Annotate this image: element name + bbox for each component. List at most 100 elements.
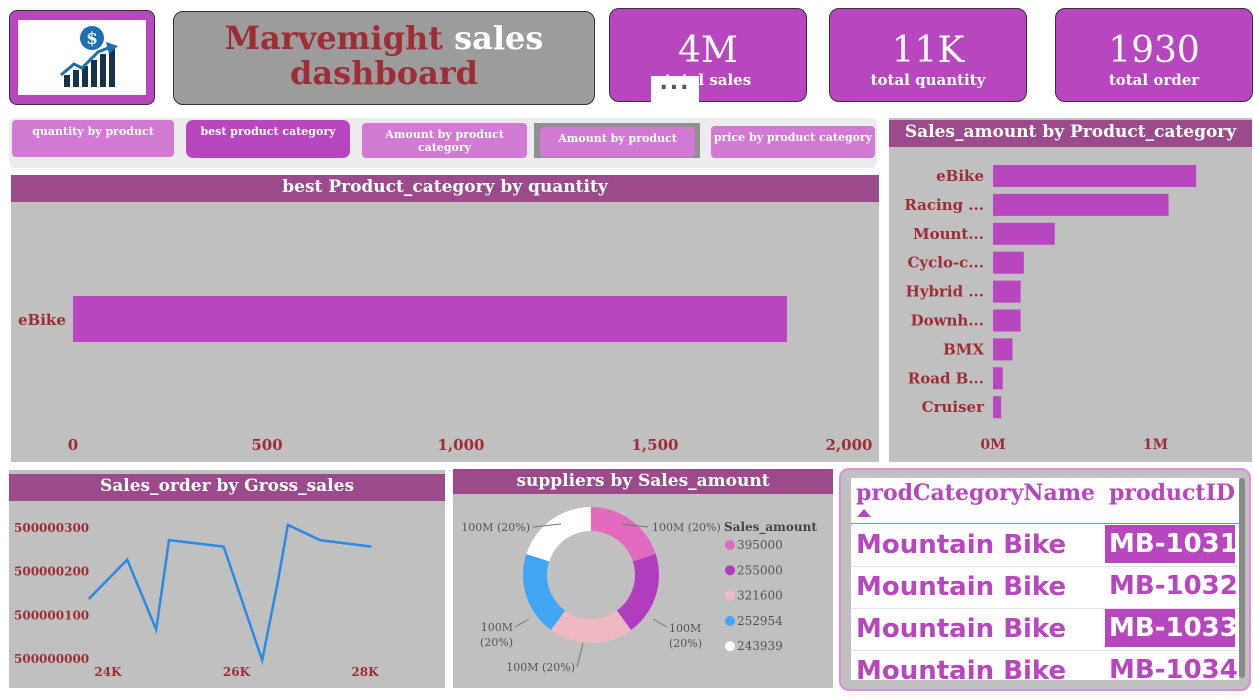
nav-best-product-category[interactable]: best product category	[186, 120, 350, 158]
slice-label: 100M (20%)	[461, 521, 530, 534]
legend-title: Sales_amount	[724, 520, 817, 535]
slice-leader-line	[620, 523, 649, 528]
nav-price-by-product-category[interactable]: price by product category	[711, 126, 875, 158]
category-label: BMX	[943, 340, 984, 358]
logo-card: $	[9, 10, 155, 105]
category-label: Cruiser	[922, 398, 985, 416]
slice-leader-line	[532, 523, 562, 528]
slice-label: 100M	[669, 622, 701, 635]
category-label: eBike	[18, 311, 66, 329]
line-chart-svg: 500000000 500000100 500000200 500000300 24K 2…	[14, 521, 379, 679]
category-label: Cyclo-c...	[907, 254, 984, 272]
sort-ascending-icon[interactable]	[857, 508, 871, 518]
chart-suppliers-by-sales-amount[interactable]: suppliers by Sales_amount 100M (20%) 100M…	[453, 469, 833, 688]
category-label: Road B...	[908, 369, 984, 387]
bar	[993, 309, 1021, 332]
x-tick-label: 1,000	[438, 436, 485, 454]
chart-best-category-by-quantity[interactable]: best Product_category by quantity eBike 0…	[11, 175, 879, 462]
row-divider	[851, 566, 1239, 567]
series-line	[87, 522, 372, 666]
legend-marker	[725, 565, 735, 576]
donut-slice	[526, 507, 591, 562]
y-tick-label: 500000100	[14, 608, 89, 622]
legend-label: 395000	[737, 538, 783, 552]
bar	[73, 296, 787, 342]
bar	[993, 338, 1013, 361]
x-tick-label: 0	[68, 436, 78, 454]
kpi-total-order: 1930 total order	[1055, 8, 1253, 102]
bar	[993, 165, 1197, 187]
title-line-2: dashboard	[289, 54, 479, 92]
category-label: Mount...	[913, 225, 984, 243]
dollar-growth-chart-icon: $	[60, 26, 118, 87]
kpi-label: total order	[1108, 71, 1200, 89]
slice-label: 100M (20%)	[506, 661, 575, 674]
slice-leader-line	[576, 642, 584, 668]
chart-sales-amount-by-category[interactable]: Sales_amount by Product_category eBike Ra…	[889, 118, 1252, 462]
x-tick-label: 2,000	[826, 436, 873, 454]
row-divider	[851, 608, 1239, 609]
title-word-2: sales	[454, 19, 544, 57]
category-label: eBike	[936, 167, 984, 185]
donut-chart-svg: 100M (20%) 100M (20%) 100M (20%) 100M (20%) 10…	[461, 507, 817, 674]
bar	[993, 280, 1021, 303]
y-tick-label: 500000200	[14, 565, 89, 579]
legend-label: 321600	[737, 589, 783, 603]
slice-label: 100M (20%)	[652, 521, 721, 534]
nav-amount-by-product[interactable]: Amount by product	[540, 127, 695, 157]
kpi-value: 11K	[891, 30, 965, 71]
kpi-label: total sales	[664, 71, 752, 89]
table-scrollbar[interactable]	[1239, 478, 1245, 678]
slice-label: 100M	[481, 621, 513, 634]
table-cell-category: Mountain Bike	[856, 530, 1067, 560]
kpi-value: 1930	[1108, 30, 1200, 71]
legend-marker	[725, 590, 735, 601]
dashboard-title: Marvemight sales dashboard	[173, 11, 595, 105]
donut-slice	[551, 610, 631, 643]
column-header-product-id[interactable]: productID	[1109, 480, 1235, 506]
donut-slice	[591, 507, 656, 562]
table-cell-category: Mountain Bike	[856, 572, 1067, 602]
x-tick-label: 28K	[351, 665, 379, 679]
x-tick-label: 1M	[1143, 437, 1168, 453]
donut-slice	[523, 553, 566, 631]
table-cell-product-id: MB-1033	[1105, 609, 1238, 647]
table-cell-category: Mountain Bike	[856, 614, 1067, 644]
legend-label: 243939	[737, 639, 783, 653]
chart-title: Sales_order by Gross_sales	[9, 474, 445, 501]
legend-marker	[725, 615, 735, 626]
table-cell-product-id: MB-1031	[1105, 525, 1238, 563]
legend-label: 255000	[737, 563, 783, 577]
bar	[993, 251, 1024, 274]
header-divider	[851, 523, 1239, 524]
y-tick-label: 500000000	[14, 652, 89, 666]
bar-chart-svg: eBike 0 500 1,000 1,500 2,000	[18, 296, 873, 454]
kpi-total-sales: 4M total sales	[609, 8, 807, 102]
table-cell-product-id: MB-1034	[1109, 655, 1238, 680]
chart-title: suppliers by Sales_amount	[453, 469, 833, 494]
kpi-label: total quantity	[870, 71, 986, 89]
table-cell-product-id: MB-1032	[1109, 571, 1238, 601]
chart-sales-order-by-gross-sales[interactable]: Sales_order by Gross_sales 500000000 5000…	[9, 470, 445, 688]
x-tick-label: 0M	[980, 437, 1005, 453]
legend-marker	[725, 641, 735, 652]
slice-leader-line	[652, 618, 668, 628]
column-header-category[interactable]: prodCategoryName	[856, 480, 1096, 506]
product-table-card: prodCategoryName productID Mountain Bike…	[839, 468, 1251, 691]
chart-title: Sales_amount by Product_category	[889, 120, 1252, 147]
category-label: Racing ...	[904, 196, 984, 214]
bar-chart-svg: eBike Racing ... Mount... Cyclo-c... Hybrid …	[904, 165, 1197, 453]
slice-label: (20%)	[669, 637, 702, 650]
row-divider	[851, 650, 1239, 651]
bar	[993, 396, 1002, 419]
more-options-button[interactable]: ...	[651, 72, 699, 104]
slice-leader-line	[514, 618, 530, 628]
legend-marker	[725, 540, 735, 550]
nav-amount-by-product-category[interactable]: Amount by product category	[362, 123, 527, 158]
nav-quantity-by-product[interactable]: quantity by product	[12, 120, 174, 157]
legend-label: 252954	[737, 614, 783, 628]
y-tick-label: 500000300	[14, 521, 89, 535]
table-cell-category: Mountain Bike	[856, 656, 1067, 680]
category-label: Downh...	[911, 312, 984, 330]
bar	[993, 367, 1003, 390]
